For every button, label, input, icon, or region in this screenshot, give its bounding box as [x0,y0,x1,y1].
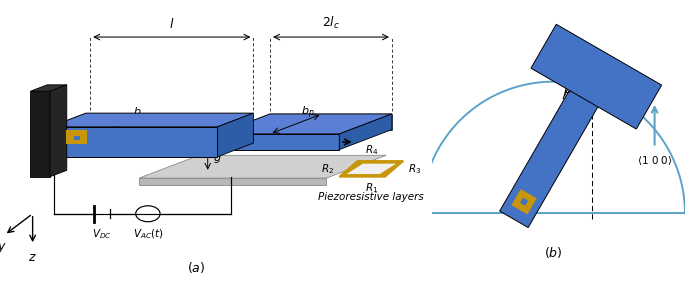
Polygon shape [519,197,529,207]
Text: Piezoresistive layers: Piezoresistive layers [319,192,424,202]
Polygon shape [270,114,392,130]
Text: $l$: $l$ [169,17,175,31]
Text: $\alpha$: $\alpha$ [609,78,619,91]
Text: $(b)$: $(b)$ [544,245,562,260]
Text: $2l_c$: $2l_c$ [322,15,340,31]
Polygon shape [499,68,610,227]
Polygon shape [339,161,403,177]
Text: $y$: $y$ [0,241,7,255]
Text: $b_p$: $b_p$ [301,105,315,121]
Polygon shape [218,114,392,134]
Text: $\beta$: $\beta$ [563,81,573,98]
Text: $z$: $z$ [28,251,37,264]
Text: $R_2$: $R_2$ [321,162,334,176]
Polygon shape [139,178,326,185]
Text: $R_3$: $R_3$ [408,162,421,176]
Polygon shape [218,113,253,157]
Polygon shape [67,131,86,143]
Polygon shape [345,163,398,175]
Text: $\langle 1\ 0\ 0\rangle$: $\langle 1\ 0\ 0\rangle$ [637,154,673,167]
Polygon shape [139,155,386,178]
Polygon shape [218,134,339,150]
Polygon shape [50,85,66,177]
Text: $h$: $h$ [98,136,106,148]
Polygon shape [50,127,218,157]
Polygon shape [339,114,392,150]
Polygon shape [50,113,253,127]
Polygon shape [513,190,535,213]
Polygon shape [30,91,50,177]
Text: $V_{AC}(t)$: $V_{AC}(t)$ [133,227,163,241]
Text: $g$: $g$ [213,153,221,165]
Polygon shape [30,85,66,91]
Text: $R_4$: $R_4$ [364,143,378,157]
Text: $(a)$: $(a)$ [186,260,205,275]
Text: $V_{DC}$: $V_{DC}$ [92,227,112,241]
Polygon shape [531,24,662,129]
Text: $h$: $h$ [237,136,245,148]
Text: $b$: $b$ [133,105,142,117]
Text: $R_1$: $R_1$ [364,181,378,195]
Polygon shape [73,135,80,140]
